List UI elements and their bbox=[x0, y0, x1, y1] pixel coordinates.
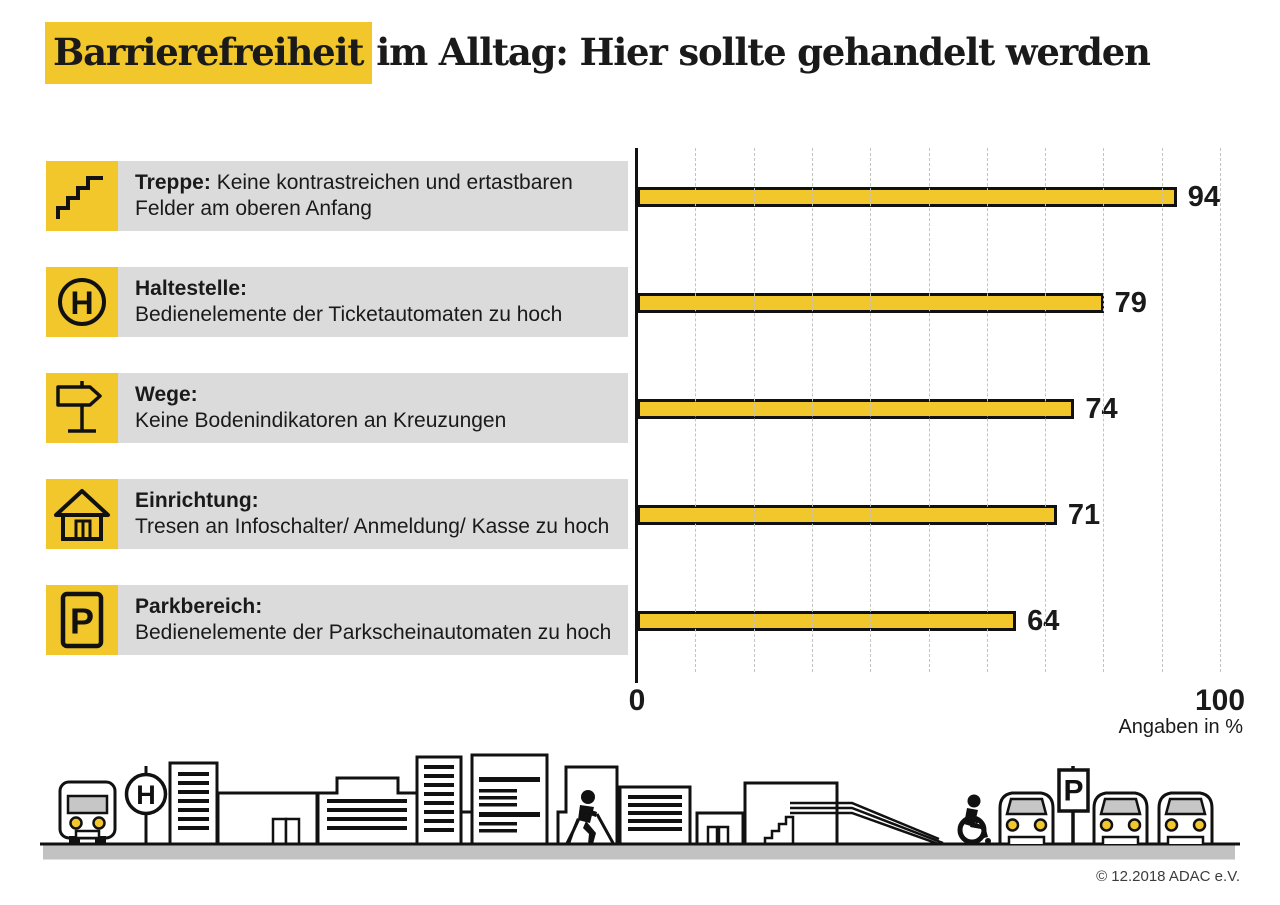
wheelchair-ramp bbox=[790, 801, 948, 849]
svg-text:P: P bbox=[70, 601, 94, 642]
category-row-treppe: Treppe: Keine kontrastreichen und ertast… bbox=[46, 161, 628, 231]
axis-unit-note: Angaben in % bbox=[1118, 716, 1243, 738]
title-highlight: Barrierefreiheit bbox=[45, 22, 373, 84]
gridline-40 bbox=[870, 148, 872, 672]
building-icon bbox=[46, 479, 118, 549]
buildings bbox=[168, 753, 948, 849]
page-title: Barrierefreiheit im Alltag: Hier sollte g… bbox=[45, 22, 1151, 84]
category-row-parkbereich: P Parkbereich: Bedienelemente der Parksc… bbox=[46, 585, 628, 655]
car bbox=[998, 791, 1055, 846]
bar-value: 94 bbox=[1187, 181, 1220, 213]
parking-icon: P bbox=[46, 585, 118, 655]
stairs-icon bbox=[46, 161, 118, 231]
signpost-icon bbox=[46, 373, 118, 443]
category-label: Einrichtung: bbox=[135, 489, 259, 512]
gridline-20 bbox=[753, 148, 755, 672]
bar-row: 71 bbox=[637, 499, 1220, 531]
city-skyline-illustration: H bbox=[40, 753, 1240, 860]
bar-value: 64 bbox=[1027, 605, 1060, 637]
bar-wege bbox=[637, 399, 1075, 419]
bar-chart-plot-area: 94 79 74 71 64 bbox=[637, 148, 1221, 675]
bar-treppe bbox=[637, 187, 1177, 207]
category-label-band: Parkbereich: Bedienelemente der Parksche… bbox=[118, 585, 628, 655]
car bbox=[1092, 791, 1149, 846]
bus-stop-sign: H bbox=[124, 766, 168, 844]
category-row-wege: Wege: Keine Bodenindikatoren an Kreuzung… bbox=[46, 373, 628, 443]
bar-einrichtung bbox=[637, 505, 1057, 525]
gridline-90 bbox=[1161, 148, 1163, 672]
bar-parkbereich bbox=[637, 611, 1017, 631]
gridline-50 bbox=[928, 148, 930, 672]
title-rest: im Alltag: Hier sollte gehandelt werden bbox=[376, 30, 1151, 74]
bar-value: 71 bbox=[1067, 499, 1101, 531]
bar-row: 94 bbox=[637, 181, 1220, 213]
category-row-haltestelle: H Haltestelle: Bedienelemente der Ticket… bbox=[46, 267, 628, 337]
gridline-60 bbox=[986, 148, 988, 672]
gridline-30 bbox=[811, 148, 813, 672]
category-desc: Bedienelemente der Ticketautomaten zu ho… bbox=[135, 303, 563, 326]
pedestrian-with-cane bbox=[565, 790, 615, 844]
gridline-70 bbox=[1045, 148, 1047, 672]
category-label: Parkbereich: bbox=[135, 595, 263, 618]
svg-text:H: H bbox=[136, 780, 156, 810]
car bbox=[1157, 791, 1214, 846]
category-desc: Keine Bodenindikatoren an Kreuzungen bbox=[135, 409, 507, 432]
x-axis-tick-min: 0 bbox=[628, 684, 646, 717]
gridline-80 bbox=[1103, 148, 1105, 672]
white-cane bbox=[595, 813, 615, 844]
parking-sign: P bbox=[1057, 766, 1090, 844]
category-label-band: Einrichtung: Tresen an Infoschalter/ Anm… bbox=[118, 479, 628, 549]
sidewalk bbox=[43, 845, 1235, 860]
category-desc: Keine kontrastreichen und ertastbaren Fe… bbox=[135, 171, 573, 220]
category-label-band: Wege: Keine Bodenindikatoren an Kreuzung… bbox=[118, 373, 628, 443]
bus bbox=[58, 780, 117, 844]
category-row-einrichtung: Einrichtung: Tresen an Infoschalter/ Anm… bbox=[46, 479, 628, 549]
svg-text:H: H bbox=[70, 285, 93, 321]
bar-value: 79 bbox=[1114, 287, 1147, 319]
category-label: Wege: bbox=[135, 383, 198, 406]
parked-cars bbox=[998, 791, 1214, 846]
stairs bbox=[763, 815, 795, 846]
category-desc: Bedienelemente der Parkscheinautomaten z… bbox=[135, 621, 612, 644]
category-label-band: Treppe: Keine kontrastreichen und ertast… bbox=[118, 161, 628, 231]
wheelchair-user bbox=[957, 794, 991, 845]
svg-text:P: P bbox=[1063, 775, 1083, 808]
bar-row: 74 bbox=[637, 393, 1220, 425]
bus-stop-icon: H bbox=[46, 267, 118, 337]
gridline-100 bbox=[1220, 148, 1221, 672]
y-axis-line bbox=[635, 148, 638, 683]
category-label-band: Haltestelle: Bedienelemente der Ticketau… bbox=[118, 267, 628, 337]
bar-row: 64 bbox=[637, 605, 1220, 637]
gridline-10 bbox=[695, 148, 697, 672]
category-desc: Tresen an Infoschalter/ Anmeldung/ Kasse… bbox=[135, 515, 610, 538]
copyright-note: © 12.2018 ADAC e.V. bbox=[1096, 868, 1240, 885]
category-label: Haltestelle: bbox=[135, 277, 248, 300]
bar-value: 74 bbox=[1085, 393, 1118, 425]
x-axis-tick-max: 100 bbox=[1194, 684, 1246, 717]
category-label: Treppe: bbox=[135, 171, 211, 194]
